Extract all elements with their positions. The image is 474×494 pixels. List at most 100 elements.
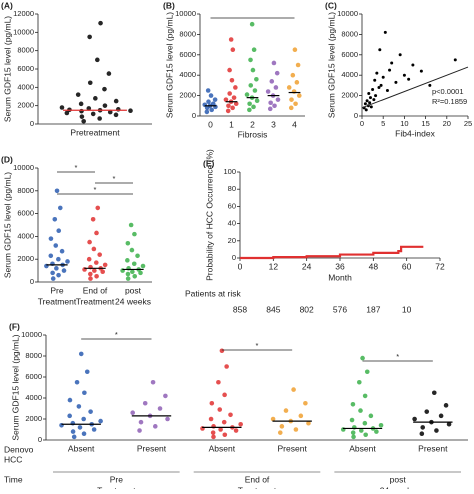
data-point	[379, 83, 383, 87]
data-point	[94, 230, 99, 236]
data-point	[208, 93, 214, 98]
y-tick-label: 8000	[17, 46, 34, 55]
data-point	[212, 97, 218, 102]
data-point	[59, 248, 65, 254]
data-point	[79, 108, 84, 114]
trend-line	[361, 66, 469, 109]
data-point	[431, 390, 437, 396]
significance-label: *	[396, 352, 399, 361]
data-point	[125, 258, 130, 263]
y-tick-label: 0	[232, 253, 236, 262]
data-point	[209, 107, 214, 113]
data-point	[132, 231, 137, 237]
row-label: Denovo	[4, 444, 34, 454]
data-point	[381, 75, 385, 79]
data-point	[293, 427, 299, 432]
data-point	[364, 369, 370, 375]
data-point	[225, 108, 231, 114]
data-point	[102, 103, 108, 108]
data-point	[412, 416, 417, 422]
at-risk-count: 187	[366, 304, 380, 314]
data-point	[267, 106, 273, 112]
data-point	[208, 416, 214, 422]
data-point	[374, 94, 378, 98]
data-point	[349, 417, 355, 423]
x-tick-label: post	[125, 285, 142, 295]
data-point	[356, 379, 362, 385]
row-label: Time	[4, 474, 23, 484]
data-point	[251, 104, 256, 110]
data-point	[152, 424, 158, 429]
data-point	[56, 272, 61, 278]
data-point	[86, 256, 92, 262]
data-point	[150, 379, 156, 385]
data-point	[93, 260, 99, 265]
data-point	[48, 253, 54, 259]
data-point	[363, 102, 367, 106]
significance-label: *	[75, 163, 78, 172]
data-point	[252, 88, 258, 93]
data-point	[88, 276, 93, 281]
data-point	[296, 93, 302, 98]
y-tick-label: 0	[354, 111, 358, 120]
data-point	[360, 355, 365, 361]
data-point	[453, 58, 457, 62]
data-point	[102, 262, 108, 268]
data-point	[375, 71, 379, 75]
data-point	[135, 253, 140, 259]
data-point	[59, 105, 65, 110]
data-point	[294, 80, 300, 85]
y-tick-label: 4000	[17, 82, 34, 91]
data-point	[289, 97, 294, 102]
x-tick-label: 4	[292, 119, 297, 129]
data-point	[233, 428, 239, 433]
data-point	[67, 397, 73, 403]
data-point	[279, 424, 285, 429]
data-point	[87, 34, 92, 40]
data-point	[269, 79, 275, 84]
time-group-label: Pre	[110, 474, 124, 484]
x-tick-label: 24	[302, 261, 312, 271]
y-axis-label: Serum GDF15 level (pg/mL)	[10, 334, 20, 440]
data-point	[205, 88, 211, 93]
data-point	[265, 89, 271, 94]
y-tick-label: 10000	[175, 9, 196, 18]
x-tick-label: End of	[83, 285, 108, 295]
at-risk-count: 858	[233, 304, 247, 314]
time-group-label: Treatment	[238, 485, 277, 489]
data-point	[206, 99, 211, 105]
y-tick-label: 2000	[17, 254, 34, 263]
data-point	[79, 114, 85, 119]
data-point	[227, 67, 232, 73]
data-point	[231, 95, 237, 100]
x-tick-label: 15	[421, 119, 429, 128]
data-point	[350, 402, 356, 407]
data-point	[394, 80, 398, 84]
y-tick-label: 6000	[179, 50, 196, 59]
data-point	[50, 276, 56, 281]
data-point	[367, 92, 371, 96]
data-point	[378, 423, 384, 428]
data-point	[274, 70, 280, 76]
at-risk-count: 802	[300, 304, 314, 314]
data-point	[210, 101, 216, 107]
x-tick-label: Present	[137, 443, 167, 453]
data-point	[50, 270, 55, 276]
data-point	[221, 419, 227, 425]
data-point	[130, 269, 135, 275]
time-group-label: Treatment	[97, 485, 136, 489]
data-point	[350, 430, 356, 435]
data-point	[71, 434, 77, 440]
x-tick-label: Present	[418, 443, 448, 453]
data-point	[222, 432, 228, 438]
data-point	[113, 112, 119, 118]
y-tick-label: 12000	[13, 9, 34, 18]
x-tick-label: 0	[360, 119, 364, 128]
y-tick-label: 4000	[179, 70, 196, 79]
y-tick-label: 8000	[179, 29, 196, 38]
data-point	[125, 276, 131, 281]
panel-label: (C)	[325, 0, 337, 10]
data-point	[218, 427, 223, 432]
y-tick-label: 0	[30, 119, 34, 128]
